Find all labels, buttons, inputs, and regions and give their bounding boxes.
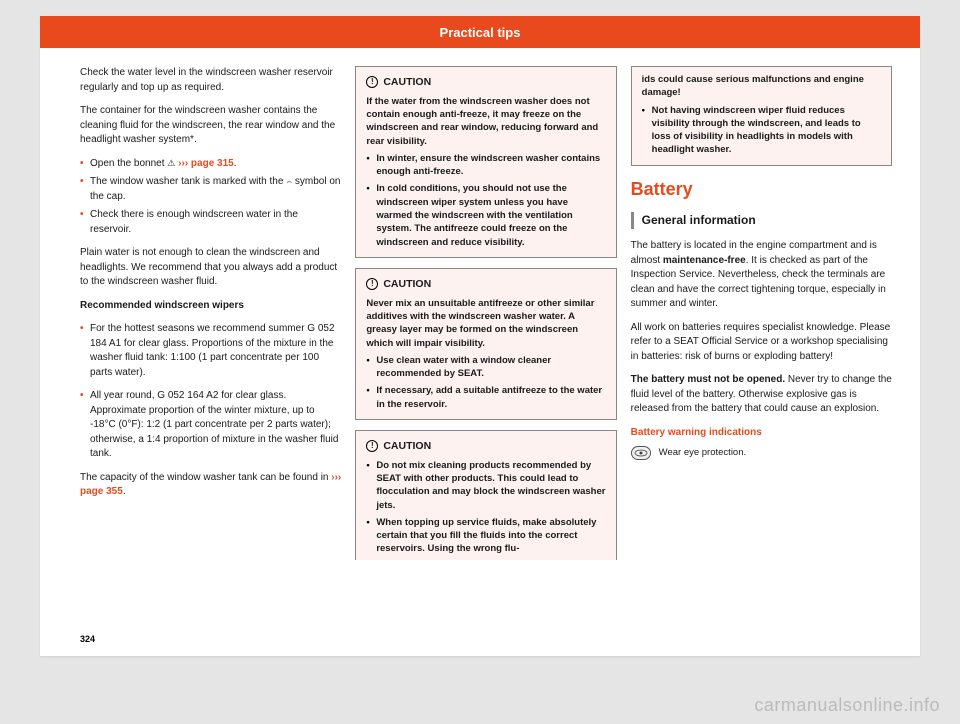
- caution-box: ! CAUTION If the water from the windscre…: [355, 66, 616, 258]
- column-2: ! CAUTION If the water from the windscre…: [355, 66, 616, 560]
- paragraph: The capacity of the window washer tank c…: [80, 471, 341, 500]
- list-item: For the hottest seasons we recommend sum…: [80, 322, 341, 380]
- warning-subtitle: Battery warning indications: [631, 426, 892, 441]
- paragraph: The battery must not be opened. Never tr…: [631, 373, 892, 417]
- caution-bullet: When topping up service fluids, make abs…: [366, 516, 605, 556]
- caution-header: ! CAUTION: [366, 439, 605, 454]
- paragraph: All work on batteries requires specialis…: [631, 321, 892, 365]
- caution-box: ! CAUTION Never mix an unsuitable antifr…: [355, 268, 616, 420]
- caution-bullet: In cold conditions, you should not use t…: [366, 182, 605, 248]
- eye-protection-icon: [631, 446, 651, 460]
- column-1: Check the water level in the windscreen …: [80, 66, 341, 560]
- header-title: Practical tips: [440, 25, 521, 40]
- caution-bullet: Not having windscreen wiper fluid reduce…: [642, 104, 881, 157]
- caution-bullet: In winter, ensure the windscreen washer …: [366, 152, 605, 179]
- list-item: All year round, G 052 164 A2 for clear g…: [80, 389, 341, 462]
- paragraph: The container for the windscreen washer …: [80, 104, 341, 148]
- column-3: ids could cause serious malfunctions and…: [631, 66, 892, 560]
- caution-header: ! CAUTION: [366, 277, 605, 292]
- caution-text: ids could cause serious malfunctions and…: [642, 73, 881, 100]
- caution-icon: !: [366, 76, 378, 88]
- caution-header: ! CAUTION: [366, 75, 605, 90]
- watermark: carmanualsonline.info: [754, 695, 940, 716]
- paragraph: Plain water is not enough to clean the w…: [80, 246, 341, 290]
- subheading: Recommended windscreen wipers: [80, 299, 341, 314]
- section-title: Battery: [631, 176, 892, 202]
- caution-bullet: Use clean water with a window cleaner re…: [366, 354, 605, 381]
- caution-icon: !: [366, 278, 378, 290]
- text: The window washer tank is marked with th…: [90, 176, 286, 187]
- paragraph: Check the water level in the windscreen …: [80, 66, 341, 95]
- warning-indication-row: Wear eye protection.: [631, 446, 892, 460]
- content-columns: Check the water level in the windscreen …: [40, 48, 920, 560]
- caution-box-continued: ids could cause serious malfunctions and…: [631, 66, 892, 166]
- text: .: [234, 158, 237, 169]
- text: Open the bonnet: [90, 158, 167, 169]
- list-item: The window washer tank is marked with th…: [80, 175, 341, 204]
- caution-label: CAUTION: [383, 75, 431, 90]
- list-item: Check there is enough windscreen water i…: [80, 208, 341, 237]
- caution-label: CAUTION: [383, 277, 431, 292]
- caution-bullet: Do not mix cleaning products recommended…: [366, 459, 605, 512]
- text: .: [123, 486, 126, 497]
- warning-indication-label: Wear eye protection.: [659, 446, 746, 460]
- caution-box: ! CAUTION Do not mix cleaning products r…: [355, 430, 616, 560]
- caution-text: If the water from the windscreen washer …: [366, 95, 605, 148]
- paragraph: The battery is located in the engine com…: [631, 239, 892, 312]
- page-link[interactable]: ››› page 315: [175, 158, 233, 169]
- list-item: Open the bonnet ⚠ ››› page 315.: [80, 157, 341, 172]
- caution-bullet: If necessary, add a suitable antifreeze …: [366, 384, 605, 411]
- manual-page: Practical tips Check the water level in …: [40, 16, 920, 656]
- caution-text: Never mix an unsuitable antifreeze or ot…: [366, 297, 605, 350]
- caution-label: CAUTION: [383, 439, 431, 454]
- bold-text: maintenance-free: [663, 255, 746, 266]
- caution-icon: !: [366, 440, 378, 452]
- header-bar: Practical tips: [40, 16, 920, 48]
- text: The capacity of the window washer tank c…: [80, 472, 331, 483]
- page-number: 324: [80, 634, 95, 644]
- bold-text: The battery must not be opened.: [631, 374, 785, 385]
- subsection-title: General information: [631, 212, 892, 229]
